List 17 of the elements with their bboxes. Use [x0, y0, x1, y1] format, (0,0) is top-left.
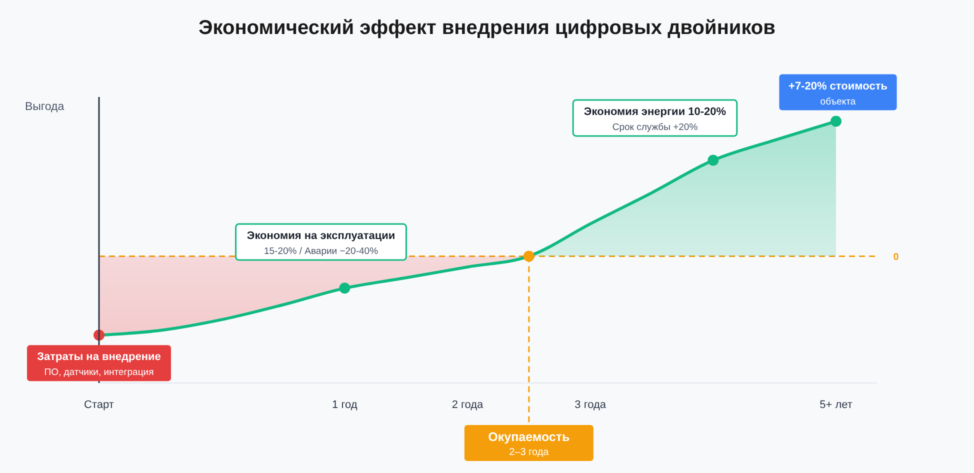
- chart-title: Экономический эффект внедрения цифровых двойников: [198, 17, 776, 39]
- annotation: Затраты на внедрение ПО, датчики, интеграция: [37, 351, 161, 378]
- annotation: Экономия энергии 10-20% Срок службы +20%: [584, 106, 726, 133]
- annotation: Окупаемость 2–3 года: [488, 430, 570, 458]
- point: [830, 116, 842, 127]
- point: [339, 282, 350, 294]
- x-tick-label: Старт: [84, 399, 114, 411]
- ref-line-label: 0: [893, 252, 900, 264]
- x-tick-label: 3 года: [574, 399, 607, 411]
- x-tick-label: 5+ лет: [820, 399, 852, 411]
- annotation: Экономия на эксплуатации 15-20% / Аварии −20-40%: [246, 230, 396, 257]
- annotation: +7-20% стоимость объекта: [788, 80, 888, 108]
- x-tick-label: 2 года: [452, 399, 484, 411]
- point: [523, 250, 534, 262]
- point: [708, 154, 719, 166]
- x-tick-label: 1 год: [332, 399, 358, 411]
- y-axis-title: Выгода: [25, 101, 65, 113]
